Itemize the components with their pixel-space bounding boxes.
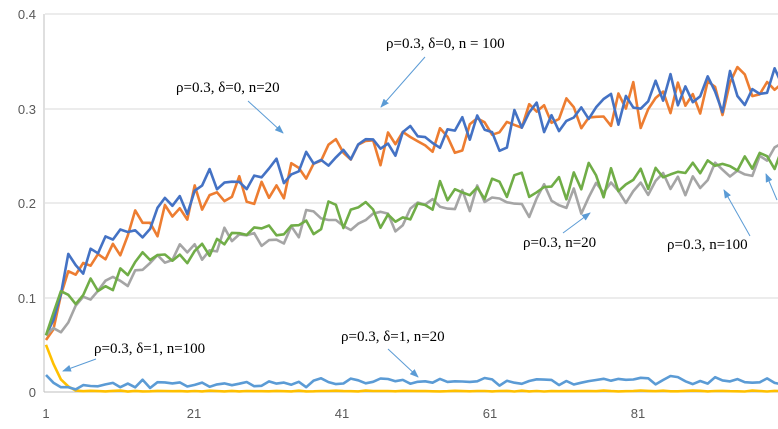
annotation-arrow bbox=[247, 100, 284, 134]
series-line-blue bbox=[44, 67, 778, 336]
annotation-label: ρ=0.3, δ=0, n=20 bbox=[176, 80, 280, 96]
series-layer bbox=[44, 65, 778, 393]
annotation-arrow bbox=[62, 358, 97, 372]
series-line-gray bbox=[45, 144, 778, 337]
annotation-label: ρ=0.3, n=20 bbox=[523, 235, 596, 251]
series-line-green bbox=[44, 151, 778, 336]
annotation-arrow bbox=[380, 56, 426, 108]
y-tick-label: 0.4 bbox=[18, 7, 36, 22]
x-tick-label: 81 bbox=[631, 406, 645, 421]
y-tick-label: 0.3 bbox=[18, 102, 36, 117]
series-line-orange bbox=[44, 65, 778, 341]
x-tick-labels: 1 21 41 61 81 bbox=[42, 406, 645, 421]
x-tick-label: 41 bbox=[335, 406, 349, 421]
y-tick-labels: 0.4 0.3 0.2 0.1 0 bbox=[18, 7, 36, 400]
annotation-label: ρ=0.3, n=100 bbox=[667, 237, 748, 253]
annotations: ρ=0.3, δ=0, n = 100 ρ=0.3, δ=0, n=20 ρ=0… bbox=[62, 36, 778, 378]
x-tick-label: 21 bbox=[187, 406, 201, 421]
y-tick-label: 0.2 bbox=[18, 196, 36, 211]
annotation-label: ρ=0.3, δ=0, n = 100 bbox=[386, 36, 505, 52]
series-line-yellow bbox=[44, 344, 778, 393]
annotation-arrow bbox=[765, 173, 778, 201]
y-tick-label: 0 bbox=[29, 385, 36, 400]
series-line-lightblue bbox=[45, 374, 778, 391]
annotation-arrow bbox=[562, 212, 591, 234]
x-tick-label: 61 bbox=[483, 406, 497, 421]
annotation-label: ρ=0.3, δ=1, n=100 bbox=[94, 341, 205, 357]
gridlines bbox=[45, 13, 778, 299]
y-tick-label: 0.1 bbox=[18, 291, 36, 306]
annotation-arrow bbox=[723, 189, 751, 237]
x-tick-label: 1 bbox=[42, 406, 49, 421]
annotation-arrow bbox=[387, 348, 419, 378]
annotation-label: ρ=0.3, δ=1, n=20 bbox=[341, 329, 445, 345]
